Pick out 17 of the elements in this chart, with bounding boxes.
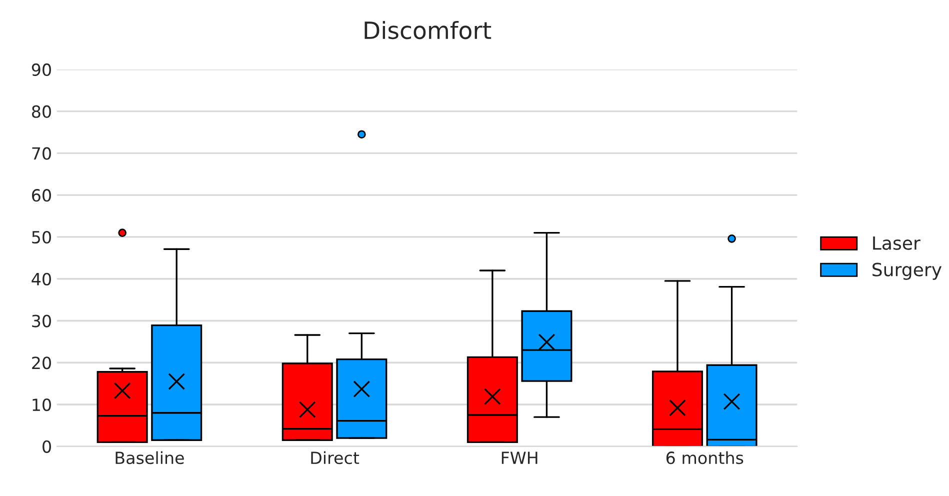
legend-label: Surgery [872, 262, 942, 280]
y-tick-label: 80 [32, 105, 51, 118]
legend-label: Laser [873, 236, 920, 250]
x-tick-label: Direct [311, 451, 360, 464]
y-tick-label: 10 [32, 398, 51, 412]
y-tick-label: 40 [32, 272, 51, 286]
y-tick-label: 60 [32, 189, 51, 202]
y-tick-label: 20 [32, 356, 51, 370]
y-tick-label: 0 [42, 440, 51, 453]
x-tick-label: FWH [502, 452, 538, 464]
y-tick-label: 70 [32, 147, 51, 160]
x-tick-label: 6 months [666, 451, 744, 464]
x-tick-label: Baseline [116, 451, 184, 464]
y-tick-label: 90 [32, 63, 51, 76]
chart-title: Discomfort [364, 20, 492, 40]
y-tick-label: 50 [32, 230, 51, 244]
y-tick-label: 30 [32, 314, 51, 328]
